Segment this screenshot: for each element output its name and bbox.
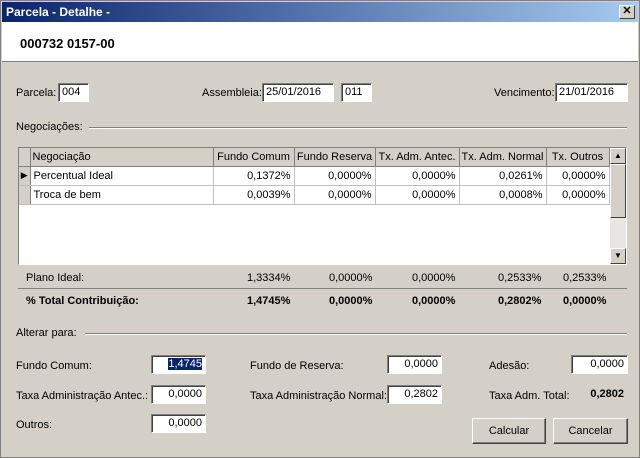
negociacoes-grid[interactable]: Negociação Fundo Comum Fundo Reserva Tx.… [18, 147, 627, 265]
total-tx-normal: 0,2802% [498, 295, 542, 307]
total-tx-antec: 0,0000% [412, 295, 456, 307]
table-row[interactable]: ▶ Percentual Ideal 0,1372% 0,0000% 0,000… [19, 166, 610, 186]
title-bar[interactable]: Parcela - Detalhe - ✕ [2, 2, 638, 22]
grid-header-row: Negociação Fundo Comum Fundo Reserva Tx.… [19, 148, 610, 167]
close-icon[interactable]: ✕ [619, 5, 635, 19]
assembleia-number-field[interactable]: 011 [341, 83, 372, 102]
taxa-normal-label: Taxa Administração Normal: [250, 390, 387, 402]
plano-ideal-tx-antec: 0,0000% [412, 272, 456, 284]
negociacoes-table: Negociação Fundo Comum Fundo Reserva Tx.… [19, 148, 610, 205]
total-tx-outros: 0,0000% [563, 295, 607, 307]
scroll-down-icon[interactable]: ▼ [610, 248, 626, 264]
total-fundo-comum: 1,4745% [247, 295, 291, 307]
fundo-comum-input[interactable]: 1,4745 [151, 355, 206, 374]
column-header-negociacao[interactable]: Negociação [30, 148, 214, 167]
assembleia-date-field[interactable]: 25/01/2016 [262, 83, 334, 102]
total-label: % Total Contribuição: [26, 295, 139, 307]
row-indicator [19, 185, 31, 205]
grid-cell[interactable]: 0,0000% [294, 166, 376, 186]
fundo-reserva-label: Fundo de Reserva: [250, 360, 344, 372]
taxa-total-label: Taxa Adm. Total: [489, 390, 570, 402]
plano-ideal-fundo-reserva: 0,0000% [329, 272, 373, 284]
grid-cell[interactable]: 0,1372% [213, 166, 295, 186]
alterar-separator [85, 333, 627, 335]
column-header-tx-adm-antec[interactable]: Tx. Adm. Antec. [375, 148, 460, 167]
plano-ideal-tx-outros: 0,2533% [563, 272, 607, 284]
total-fundo-reserva: 0,0000% [329, 295, 373, 307]
fundo-reserva-input[interactable]: 0,0000 [387, 355, 442, 374]
grid-cell[interactable]: 0,0000% [375, 185, 460, 205]
negociacoes-label: Negociações: [16, 121, 83, 133]
contract-code: 000732 0157-00 [20, 36, 115, 51]
table-row[interactable]: Troca de bem 0,0039% 0,0000% 0,0000% 0,0… [19, 185, 610, 205]
scroll-up-icon[interactable]: ▲ [610, 148, 626, 164]
cancelar-button[interactable]: Cancelar [553, 418, 628, 444]
negociacoes-separator [89, 127, 627, 129]
grid-cell[interactable]: 0,0008% [459, 185, 547, 205]
column-header-tx-outros[interactable]: Tx. Outros [546, 148, 610, 167]
column-header-fundo-reserva[interactable]: Fundo Reserva [294, 148, 376, 167]
plano-ideal-row: Plano Ideal: 1,3334% 0,0000% 0,0000% 0,2… [18, 267, 627, 289]
grid-cell[interactable]: 0,0000% [546, 185, 610, 205]
grid-cell[interactable]: 0,0000% [294, 185, 376, 205]
vencimento-field[interactable]: 21/01/2016 [555, 83, 628, 102]
grid-cell[interactable]: 0,0261% [459, 166, 547, 186]
alterar-label: Alterar para: [16, 327, 77, 339]
taxa-total-value: 0,2802 [571, 385, 628, 404]
fundo-comum-selected-text: 1,4745 [168, 358, 202, 370]
window-title: Parcela - Detalhe - [6, 5, 111, 19]
adesao-input[interactable]: 0,0000 [571, 355, 628, 374]
vencimento-label: Vencimento: [494, 87, 555, 99]
outros-label: Outros: [16, 419, 53, 431]
row-pointer-icon: ▶ [19, 166, 31, 186]
grid-cell[interactable]: 0,0000% [375, 166, 460, 186]
column-header-fundo-comum[interactable]: Fundo Comum [213, 148, 295, 167]
total-row: % Total Contribuição: 1,4745% 0,0000% 0,… [18, 290, 627, 312]
header-panel: 000732 0157-00 [2, 22, 638, 62]
scroll-thumb[interactable] [610, 164, 626, 218]
outros-input[interactable]: 0,0000 [151, 414, 206, 433]
taxa-normal-input[interactable]: 0,2802 [387, 385, 442, 404]
adesao-label: Adesão: [489, 360, 530, 372]
grid-cell[interactable]: Troca de bem [30, 185, 214, 205]
taxa-antec-input[interactable]: 0,0000 [151, 385, 206, 404]
calcular-button[interactable]: Calcular [472, 418, 546, 444]
grid-cell[interactable]: 0,0039% [213, 185, 295, 205]
assembleia-label: Assembleia: [202, 87, 262, 99]
plano-ideal-label: Plano Ideal: [26, 272, 85, 284]
plano-ideal-fundo-comum: 1,3334% [247, 272, 291, 284]
column-header-tx-adm-normal[interactable]: Tx. Adm. Normal [459, 148, 547, 167]
grid-cell[interactable]: 0,0000% [546, 166, 610, 186]
plano-ideal-tx-normal: 0,2533% [498, 272, 542, 284]
parcela-field[interactable]: 004 [58, 83, 89, 102]
taxa-antec-label: Taxa Administração Antec.: [16, 390, 149, 402]
grid-cell[interactable]: Percentual Ideal [30, 166, 214, 186]
parcela-label: Parcela: [16, 87, 57, 99]
grid-indicator-header [19, 148, 31, 167]
fundo-comum-label: Fundo Comum: [16, 360, 92, 372]
grid-vertical-scrollbar[interactable]: ▲ ▼ [610, 148, 626, 264]
